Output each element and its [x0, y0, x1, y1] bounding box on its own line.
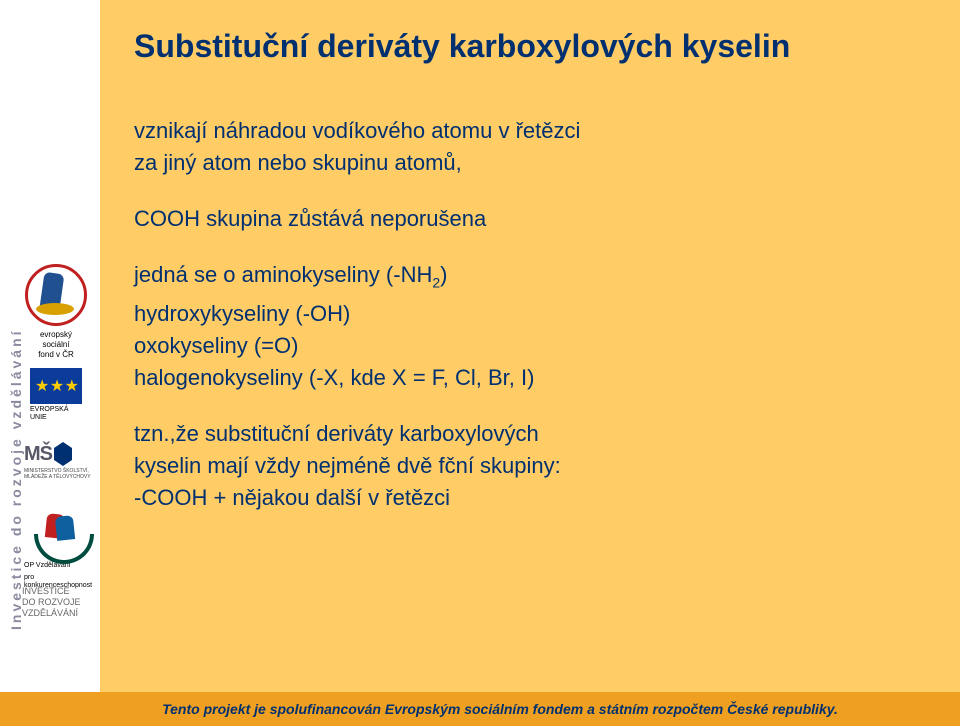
investice-line-3: VZDĚLÁVÁNÍ [22, 608, 81, 619]
investice-caption: INVESTICE DO ROZVOJE VZDĚLÁVÁNÍ [22, 586, 81, 619]
spacer [134, 394, 922, 418]
esf-label-2: sociální [24, 340, 88, 350]
logo-esf: evropský sociální fond v ČR [24, 264, 88, 360]
eu-label: EVROPSKÁ UNIE [30, 406, 82, 422]
para-oxo: oxokyseliny (=O) [134, 330, 922, 362]
logo-op: OP Vzdělávání pro konkurenceschopnost [24, 510, 96, 590]
para-amino-lead: jedná se o aminokyseliny (-NH [134, 262, 432, 287]
para-cooh: COOH skupina zůstává neporušena [134, 203, 922, 235]
esf-label-1: evropský [24, 330, 88, 340]
investice-line-1: INVESTICE [22, 586, 81, 597]
logo-eu: ★ ★ ★ EVROPSKÁ UNIE [30, 368, 82, 422]
op-arc-icon [34, 534, 94, 564]
czech-lion-icon [54, 442, 72, 466]
para-summary-2: kyselin mají vždy nejméně dvě fční skupi… [134, 450, 922, 482]
sidebar-vertical-caption: Investice do rozvoje vzdělávání [8, 328, 24, 630]
esf-circle-icon [25, 264, 87, 326]
logo-msmt: MŠ MINISTERSTVO ŠKOLSTVÍ, MLÁDEŽE A TĚLO… [24, 442, 92, 480]
msmt-mark: MŠ [24, 442, 92, 466]
para-amino: jedná se o aminokyseliny (-NH2) [134, 259, 922, 298]
footer-bar: Tento projekt je spolufinancován Evropsk… [0, 692, 960, 726]
spacer [134, 235, 922, 259]
esf-label-3: fond v ČR [24, 350, 88, 360]
para-intro-1: vznikají náhradou vodíkového atomu v řet… [134, 115, 922, 147]
para-amino-subscript: 2 [432, 274, 440, 290]
slide-title: Substituční deriváty karboxylových kysel… [134, 28, 922, 65]
footer-text: Tento projekt je spolufinancován Evropsk… [162, 701, 838, 717]
slide-body: vznikají náhradou vodíkového atomu v řet… [134, 115, 922, 514]
msmt-label: MINISTERSTVO ŠKOLSTVÍ, MLÁDEŽE A TĚLOVÝC… [24, 468, 92, 480]
para-summary-1: tzn.,že substituční deriváty karboxylový… [134, 418, 922, 450]
investice-line-2: DO ROZVOJE [22, 597, 81, 608]
para-hydroxy: hydroxykyseliny (-OH) [134, 298, 922, 330]
para-summary-3: -COOH + nějakou další v řetězci [134, 482, 922, 514]
para-intro-2: za jiný atom nebo skupinu atomů, [134, 147, 922, 179]
slide-page: Investice do rozvoje vzdělávání evropský… [0, 0, 960, 726]
content-area: Substituční deriváty karboxylových kysel… [100, 0, 960, 726]
eu-flag-icon: ★ ★ ★ [30, 368, 82, 404]
para-amino-tail: ) [440, 262, 447, 287]
para-halogen: halogenokyseliny (-X, kde X = F, Cl, Br,… [134, 362, 922, 394]
sidebar: Investice do rozvoje vzdělávání evropský… [0, 0, 100, 726]
spacer [134, 179, 922, 203]
msmt-mark-text: MŠ [24, 443, 52, 466]
op-badge-icon [34, 510, 86, 558]
